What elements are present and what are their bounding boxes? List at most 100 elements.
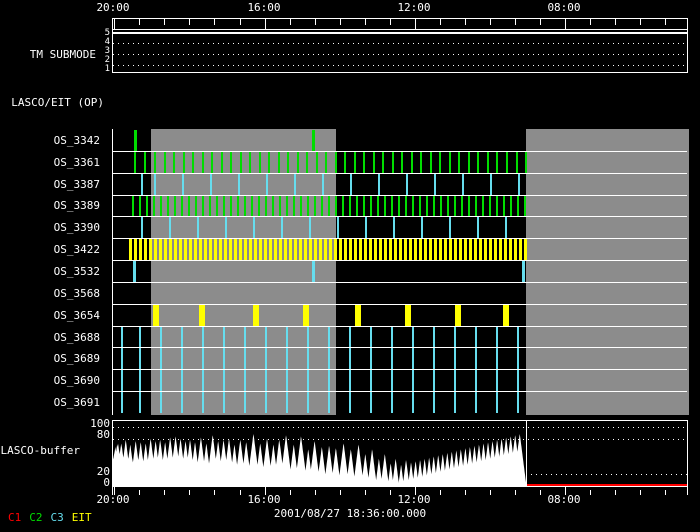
- observation-event[interactable]: [433, 370, 435, 392]
- observation-event[interactable]: [406, 173, 408, 195]
- observation-event[interactable]: [391, 370, 393, 392]
- observation-event[interactable]: [141, 173, 143, 195]
- observation-event[interactable]: [487, 151, 489, 173]
- observation-event[interactable]: [286, 326, 288, 348]
- observation-event[interactable]: [398, 195, 400, 217]
- observation-event[interactable]: [355, 304, 361, 326]
- observation-event[interactable]: [216, 195, 218, 217]
- observation-event[interactable]: [319, 239, 322, 261]
- observation-event[interactable]: [244, 348, 246, 370]
- observation-event[interactable]: [223, 370, 225, 392]
- observation-event[interactable]: [304, 239, 307, 261]
- observation-event[interactable]: [344, 239, 347, 261]
- timeline-row[interactable]: [113, 216, 687, 239]
- observation-event[interactable]: [307, 370, 309, 392]
- observation-event[interactable]: [269, 239, 272, 261]
- observation-event[interactable]: [240, 151, 242, 173]
- observation-event[interactable]: [188, 195, 190, 217]
- observation-event[interactable]: [475, 348, 477, 370]
- observation-event[interactable]: [321, 195, 323, 217]
- observation-event[interactable]: [350, 173, 352, 195]
- timeline-row[interactable]: [113, 325, 687, 348]
- observation-event[interactable]: [266, 173, 268, 195]
- observation-event[interactable]: [426, 195, 428, 217]
- observation-event[interactable]: [496, 370, 498, 392]
- observation-event[interactable]: [414, 239, 417, 261]
- observation-event[interactable]: [307, 326, 309, 348]
- observation-event[interactable]: [344, 151, 346, 173]
- observation-event[interactable]: [514, 239, 517, 261]
- observation-event[interactable]: [409, 239, 412, 261]
- observation-event[interactable]: [433, 392, 435, 413]
- observation-event[interactable]: [244, 370, 246, 392]
- observation-event[interactable]: [316, 151, 318, 173]
- timeline-row[interactable]: [113, 172, 687, 195]
- observation-event[interactable]: [337, 217, 339, 239]
- observation-event[interactable]: [454, 392, 456, 413]
- observation-event[interactable]: [454, 239, 457, 261]
- observation-event[interactable]: [254, 239, 257, 261]
- observation-event[interactable]: [363, 195, 365, 217]
- observation-event[interactable]: [503, 195, 505, 217]
- observation-event[interactable]: [259, 151, 261, 173]
- observation-event[interactable]: [412, 195, 414, 217]
- observation-event[interactable]: [174, 195, 176, 217]
- observation-event[interactable]: [134, 239, 137, 261]
- observation-event[interactable]: [475, 195, 477, 217]
- observation-event[interactable]: [209, 239, 212, 261]
- observation-event[interactable]: [121, 392, 123, 413]
- observation-event[interactable]: [204, 239, 207, 261]
- observation-event[interactable]: [434, 173, 436, 195]
- observation-event[interactable]: [329, 239, 332, 261]
- observation-event[interactable]: [412, 392, 414, 413]
- observation-event[interactable]: [202, 348, 204, 370]
- observation-event[interactable]: [449, 151, 451, 173]
- timeline-row[interactable]: [113, 369, 687, 392]
- observation-event[interactable]: [139, 326, 141, 348]
- timeline-row[interactable]: [113, 129, 687, 151]
- observation-event[interactable]: [379, 239, 382, 261]
- observation-event[interactable]: [477, 151, 479, 173]
- observation-event[interactable]: [223, 348, 225, 370]
- observation-event[interactable]: [249, 239, 252, 261]
- observation-event[interactable]: [244, 326, 246, 348]
- observation-event[interactable]: [394, 239, 397, 261]
- observation-event[interactable]: [468, 151, 470, 173]
- observation-event[interactable]: [149, 239, 152, 261]
- observation-event[interactable]: [384, 239, 387, 261]
- observation-event[interactable]: [258, 195, 260, 217]
- observation-event[interactable]: [356, 195, 358, 217]
- observation-event[interactable]: [405, 304, 411, 326]
- observation-event[interactable]: [475, 370, 477, 392]
- observation-event[interactable]: [517, 370, 519, 392]
- observation-event[interactable]: [391, 195, 393, 217]
- observation-event[interactable]: [363, 151, 365, 173]
- observation-event[interactable]: [183, 151, 185, 173]
- observation-event[interactable]: [516, 151, 518, 173]
- observation-event[interactable]: [306, 151, 308, 173]
- observation-event[interactable]: [328, 326, 330, 348]
- observation-event[interactable]: [370, 370, 372, 392]
- observation-event[interactable]: [160, 348, 162, 370]
- observation-event[interactable]: [146, 195, 148, 217]
- observation-event[interactable]: [477, 217, 479, 239]
- observation-event[interactable]: [234, 239, 237, 261]
- observation-event[interactable]: [328, 370, 330, 392]
- observation-event[interactable]: [139, 392, 141, 413]
- observation-event[interactable]: [519, 239, 522, 261]
- observation-event[interactable]: [121, 348, 123, 370]
- observation-event[interactable]: [439, 239, 442, 261]
- observation-event[interactable]: [244, 392, 246, 413]
- observation-event[interactable]: [199, 239, 202, 261]
- timeline-row[interactable]: [113, 238, 687, 261]
- observation-event[interactable]: [132, 195, 134, 217]
- observation-event[interactable]: [153, 304, 159, 326]
- observation-event[interactable]: [286, 392, 288, 413]
- observation-event[interactable]: [468, 195, 470, 217]
- observation-event[interactable]: [496, 348, 498, 370]
- observation-event[interactable]: [211, 151, 213, 173]
- observation-event[interactable]: [405, 195, 407, 217]
- observation-event[interactable]: [303, 304, 309, 326]
- observation-event[interactable]: [509, 239, 512, 261]
- observation-event[interactable]: [202, 392, 204, 413]
